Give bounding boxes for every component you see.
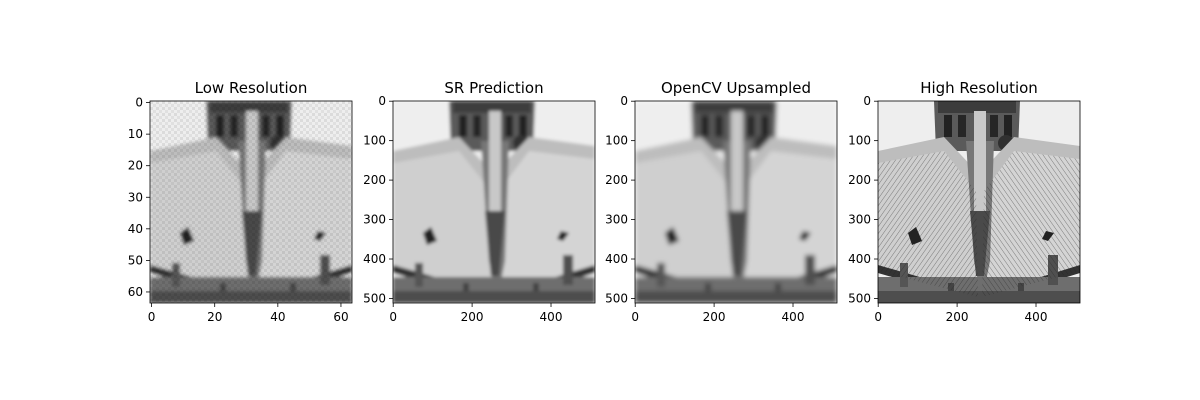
y-tick-label: 100 xyxy=(605,134,628,148)
y-tick-label: 0 xyxy=(620,94,628,108)
y-tick-label: 30 xyxy=(128,190,143,204)
axes-frame xyxy=(877,100,1081,304)
x-tick-label: 0 xyxy=(631,310,639,324)
x-tick-label: 60 xyxy=(333,310,348,324)
x-tick-label: 400 xyxy=(540,310,563,324)
y-tick-label: 200 xyxy=(848,173,871,187)
y-tick-label: 400 xyxy=(605,252,628,266)
x-tick-label: 40 xyxy=(270,310,285,324)
x-axis-ticks: 0 200 400 xyxy=(389,303,562,324)
y-tick-label: 60 xyxy=(128,285,143,299)
y-tick-label: 0 xyxy=(135,96,143,110)
y-tick-label: 50 xyxy=(128,253,143,267)
x-tick-label: 0 xyxy=(148,310,156,324)
subplot-sr-prediction: SR Prediction 0 200 400 0 100 200 300 400 500 xyxy=(363,79,596,324)
y-tick-label: 0 xyxy=(378,94,386,108)
y-axis-ticks: 0 100 200 300 400 500 xyxy=(605,94,635,305)
x-tick-label: 400 xyxy=(1025,310,1048,324)
image-opencv-upsampled xyxy=(635,101,837,303)
y-tick-label: 500 xyxy=(848,291,871,305)
subplot-title: SR Prediction xyxy=(444,79,543,97)
x-tick-label: 200 xyxy=(946,310,969,324)
y-tick-label: 500 xyxy=(605,291,628,305)
subplot-low-resolution: Low Resolution 0 20 40 60 0 10 20 30 40 50 60 xyxy=(128,79,353,324)
subplot-title: OpenCV Upsampled xyxy=(661,79,811,97)
x-tick-label: 200 xyxy=(703,310,726,324)
y-tick-label: 300 xyxy=(848,213,871,227)
image-low-resolution xyxy=(150,101,352,303)
axes-frame xyxy=(149,100,353,304)
image-sr-prediction xyxy=(393,101,595,303)
y-tick-label: 20 xyxy=(128,159,143,173)
y-axis-ticks: 0 100 200 300 400 500 xyxy=(363,94,393,305)
y-tick-label: 500 xyxy=(363,291,386,305)
y-tick-label: 400 xyxy=(363,252,386,266)
axes-frame xyxy=(392,100,596,304)
image-high-resolution xyxy=(878,101,1080,303)
y-tick-label: 200 xyxy=(363,173,386,187)
y-tick-label: 300 xyxy=(363,213,386,227)
x-axis-ticks: 0 200 400 xyxy=(874,303,1047,324)
x-tick-label: 400 xyxy=(782,310,805,324)
y-tick-label: 300 xyxy=(605,213,628,227)
subplot-opencv-upsampled: OpenCV Upsampled 0 200 400 0 100 200 300 400 50… xyxy=(605,79,838,324)
y-axis-ticks: 0 100 200 300 400 500 xyxy=(848,94,878,305)
y-tick-label: 10 xyxy=(128,127,143,141)
subplot-title: High Resolution xyxy=(920,79,1038,97)
subplot-title: Low Resolution xyxy=(195,79,308,97)
x-axis-ticks: 0 20 40 60 xyxy=(148,303,349,324)
y-tick-label: 40 xyxy=(128,222,143,236)
y-tick-label: 200 xyxy=(605,173,628,187)
x-tick-label: 0 xyxy=(874,310,882,324)
y-axis-ticks: 0 10 20 30 40 50 60 xyxy=(128,96,150,299)
y-tick-label: 400 xyxy=(848,252,871,266)
x-tick-label: 20 xyxy=(207,310,222,324)
x-axis-ticks: 0 200 400 xyxy=(631,303,804,324)
x-tick-label: 0 xyxy=(389,310,397,324)
axes-frame xyxy=(634,100,838,304)
subplot-high-resolution: High Resolution 0 200 400 0 100 200 300 400 500 xyxy=(848,79,1081,324)
y-tick-label: 100 xyxy=(363,134,386,148)
y-tick-label: 0 xyxy=(863,94,871,108)
x-tick-label: 200 xyxy=(461,310,484,324)
y-tick-label: 100 xyxy=(848,134,871,148)
